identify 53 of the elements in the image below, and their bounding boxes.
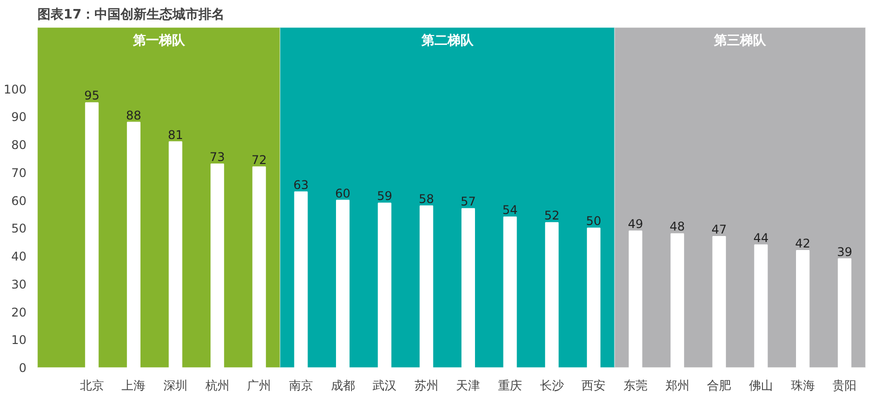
x-tick-label: 贵阳 <box>832 378 857 392</box>
x-tick-label: 东莞 <box>624 378 648 392</box>
data-label: 52 <box>544 208 560 223</box>
x-tick-label: 南京 <box>288 378 313 392</box>
x-tick-label: 成都 <box>330 378 355 392</box>
y-tick-label: 60 <box>11 194 27 208</box>
y-tick-label: 10 <box>11 333 27 348</box>
data-label: 73 <box>210 150 225 164</box>
x-tick-label: 佛山 <box>748 378 773 392</box>
data-label: 54 <box>502 203 518 218</box>
y-tick-label: 40 <box>11 250 27 264</box>
data-label: 60 <box>335 186 350 200</box>
y-tick-label: 30 <box>11 277 27 292</box>
data-label: 42 <box>795 236 810 250</box>
y-tick-label: 80 <box>11 138 27 152</box>
y-tick-label: 90 <box>11 110 27 124</box>
band-label: 第二梯队 <box>420 34 474 48</box>
band-label: 第一梯队 <box>132 34 186 48</box>
x-tick-label: 北京 <box>80 378 104 392</box>
data-label: 57 <box>460 194 476 209</box>
data-label: 81 <box>168 128 184 142</box>
data-label: 58 <box>418 192 434 206</box>
data-label: 44 <box>753 230 769 245</box>
x-tick-label: 武汉 <box>372 378 397 392</box>
x-tick-label: 合肥 <box>707 378 732 392</box>
data-label: 49 <box>628 216 644 231</box>
data-label: 48 <box>670 220 685 234</box>
data-label: 95 <box>84 88 100 103</box>
data-label: 63 <box>293 178 309 192</box>
data-label: 72 <box>252 152 267 167</box>
x-tick-label: 上海 <box>122 378 146 392</box>
x-tick-label: 杭州 <box>204 378 230 392</box>
y-tick-label: 0 <box>18 361 27 375</box>
data-label: 47 <box>712 222 727 237</box>
chart-title: 图表17：中国创新生态城市排名 <box>38 6 225 22</box>
y-tick-label: 20 <box>11 305 27 320</box>
data-label: 39 <box>836 244 852 259</box>
x-tick-label: 天津 <box>456 378 480 392</box>
x-tick-label: 重庆 <box>498 378 522 392</box>
x-tick-label: 苏州 <box>414 378 438 392</box>
data-label: 50 <box>586 214 602 228</box>
x-tick-label: 深圳 <box>164 378 188 392</box>
x-tick-label: 广州 <box>247 378 272 392</box>
x-tick-label: 西安 <box>582 378 606 392</box>
data-label: 59 <box>376 189 392 204</box>
y-tick-label: 50 <box>11 222 27 236</box>
x-tick-label: 长沙 <box>540 378 564 392</box>
x-tick-label: 珠海 <box>790 378 815 392</box>
y-tick-label: 100 <box>4 82 26 96</box>
band-label: 第三梯队 <box>713 34 768 48</box>
data-label: 88 <box>126 108 142 122</box>
y-tick-label: 70 <box>11 166 27 180</box>
x-tick-label: 郑州 <box>665 378 690 392</box>
